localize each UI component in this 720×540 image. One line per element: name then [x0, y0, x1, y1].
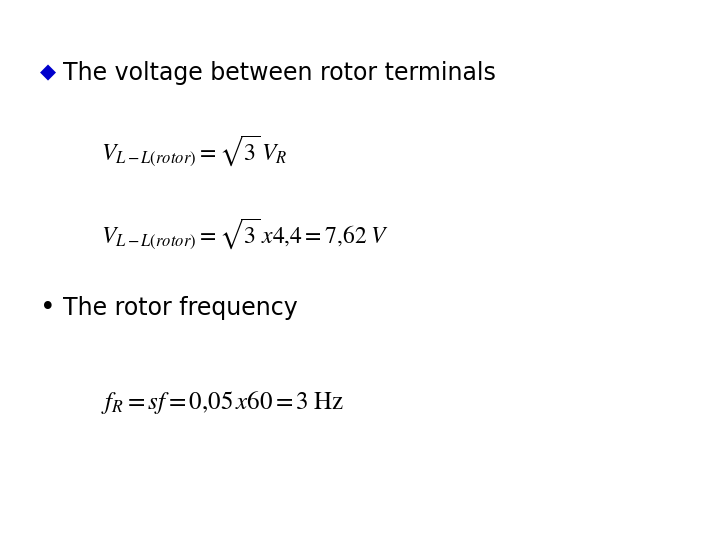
- Text: •: •: [40, 295, 55, 321]
- Text: $f_R = sf = 0{,}05\,x60 = 3\; \mathrm{Hz}$: $f_R = sf = 0{,}05\,x60 = 3\; \mathrm{Hz…: [101, 389, 344, 416]
- Text: $V_{L-L(rotor)} = \sqrt{3}\, x4{,}4 = 7{,}62\; V$: $V_{L-L(rotor)} = \sqrt{3}\, x4{,}4 = 7{…: [101, 217, 389, 253]
- Text: The voltage between rotor terminals: The voltage between rotor terminals: [63, 61, 496, 85]
- Text: The rotor frequency: The rotor frequency: [63, 296, 298, 320]
- Text: ◆: ◆: [40, 63, 55, 83]
- Text: $V_{L-L(rotor)} = \sqrt{3}\, V_R$: $V_{L-L(rotor)} = \sqrt{3}\, V_R$: [101, 133, 287, 169]
